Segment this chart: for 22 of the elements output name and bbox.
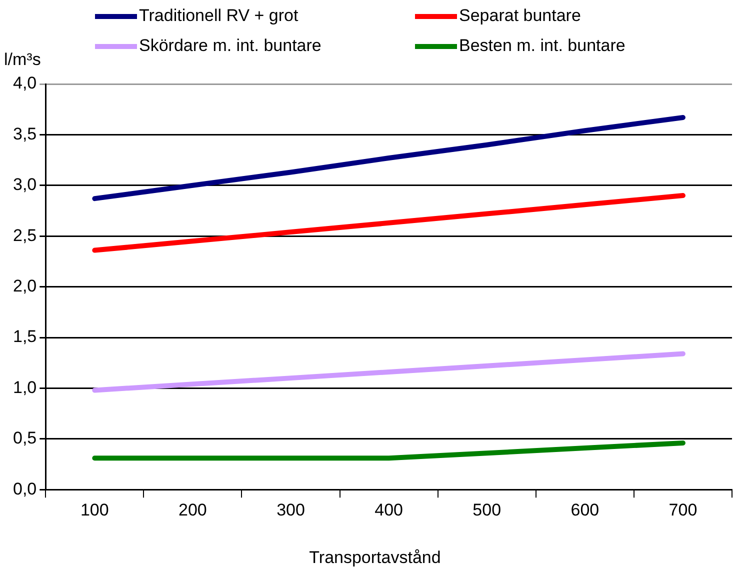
- x-tick-label: 600: [570, 500, 600, 520]
- y-tick-label: 2,5: [12, 226, 37, 245]
- y-tick-label: 1,5: [12, 327, 37, 346]
- legend-label: Besten m. int. buntare: [459, 36, 626, 56]
- y-axis-title: l/m³s: [4, 50, 41, 70]
- y-tick-label: 2,0: [12, 276, 37, 296]
- legend-label: Separat buntare: [459, 6, 581, 26]
- x-tick-label: 700: [668, 500, 698, 520]
- y-tick-label: 3,5: [12, 124, 37, 144]
- y-tick-label: 4,0: [12, 74, 37, 93]
- x-tick-label: 300: [276, 500, 305, 520]
- legend-label: Skördare m. int. buntare: [139, 36, 322, 56]
- y-tick-label: 0,0: [12, 479, 37, 498]
- y-tick-label: 0,5: [12, 428, 37, 448]
- legend-label: Traditionell RV + grot: [139, 6, 298, 26]
- x-tick-label: 400: [374, 500, 404, 520]
- y-tick-label: 3,0: [12, 175, 37, 194]
- x-tick-label: 100: [80, 500, 109, 520]
- y-tick-label: 1,0: [12, 378, 37, 397]
- x-tick-label: 200: [178, 500, 207, 520]
- x-tick-label: 500: [472, 500, 502, 520]
- x-axis-title: Transportavstånd: [308, 548, 442, 568]
